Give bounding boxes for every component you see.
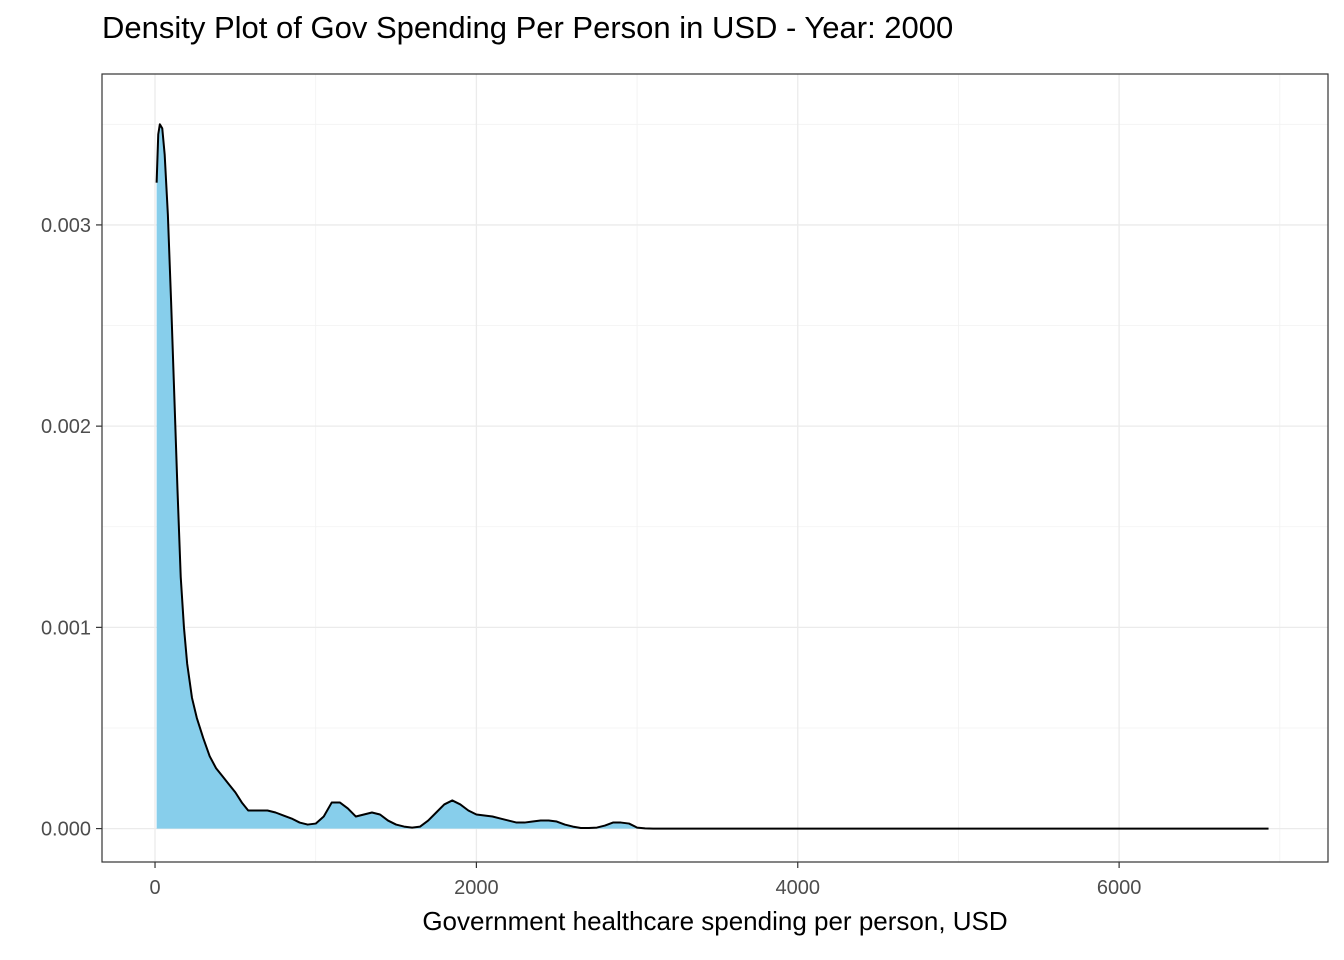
y-tick-label: 0.002 [41,416,91,438]
x-tick-label: 2000 [454,877,499,899]
y-axis-ticks: 0.000 0.001 0.002 0.003 [41,215,102,841]
x-axis-ticks: 0 2000 4000 6000 [149,862,1141,899]
y-tick-label: 0.000 [41,819,91,841]
density-line [155,123,1269,830]
x-tick-label: 0 [149,877,160,899]
y-tick-label: 0.003 [41,215,91,237]
x-axis-title: Government healthcare spending per perso… [422,906,1008,936]
grid-major [102,74,1328,862]
x-tick-label: 4000 [776,877,821,899]
grid-minor [102,74,1328,862]
x-tick-label: 6000 [1097,877,1142,899]
panel-border [101,73,1329,863]
y-tick-label: 0.001 [41,617,91,639]
density-area [156,124,1269,829]
chart-title: Density Plot of Gov Spending Per Person … [102,10,954,45]
